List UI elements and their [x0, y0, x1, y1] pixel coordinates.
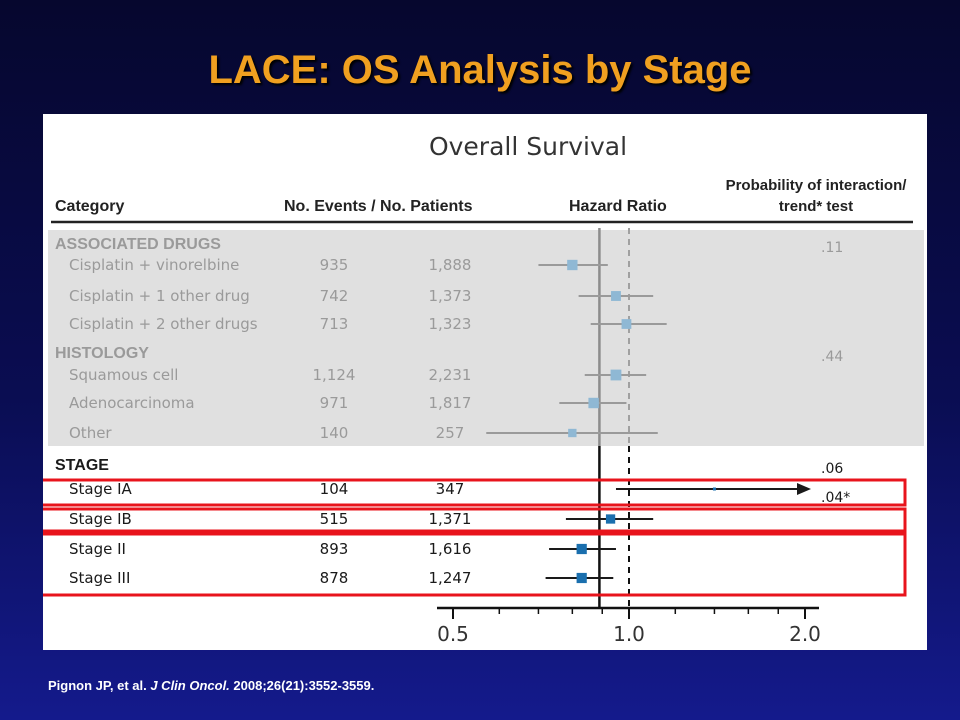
x-tick-label: 2.0 [789, 622, 821, 646]
citation: Pignon JP, et al. J Clin Oncol. 2008;26(… [48, 678, 374, 693]
hr-marker [576, 543, 587, 555]
column-header-interaction-line1: Probability of interaction/ [726, 177, 908, 194]
hr-marker [576, 572, 587, 584]
citation-details: 2008;26(21):3552-3559. [229, 678, 375, 693]
events-value: 140 [320, 424, 349, 442]
patients-value: 1,616 [429, 540, 472, 558]
x-axis: 0.5 1.0 2.0 [437, 606, 821, 646]
patients-value: 2,231 [429, 366, 472, 384]
patients-value: 1,888 [429, 256, 472, 274]
highlight-stage-ia [43, 478, 907, 507]
p-value: .11 [821, 240, 843, 256]
row-label: Cisplatin + vinorelbine [69, 256, 239, 274]
chart-title: Overall Survival [429, 132, 627, 161]
hr-marker [568, 428, 577, 438]
hr-marker [567, 259, 578, 271]
patients-value: 257 [436, 424, 465, 442]
column-header-hazard-ratio: Hazard Ratio [569, 198, 667, 215]
patients-value: 347 [436, 480, 465, 498]
hr-marker [611, 291, 621, 301]
column-header-category: Category [55, 198, 124, 215]
p-value: .06 [821, 461, 843, 477]
row-label: Stage IA [69, 480, 133, 498]
highlight-stage-ii-iii [43, 532, 907, 597]
row-label: Cisplatin + 1 other drug [69, 287, 250, 305]
events-value: 515 [320, 510, 349, 528]
column-header-interaction-line2: trend* test [779, 198, 853, 215]
forest-plot-panel: Overall Survival Category No. Events / N… [43, 114, 927, 650]
column-header-events-patients: No. Events / No. Patients [284, 198, 473, 215]
p-value: .44 [821, 349, 843, 365]
patients-value: 1,817 [429, 394, 472, 412]
forest-plot: Overall Survival Category No. Events / N… [43, 132, 924, 646]
x-tick-label: 0.5 [437, 622, 469, 646]
grey-overlay [48, 230, 924, 446]
hr-marker [621, 319, 632, 329]
hr-marker [605, 514, 616, 524]
rows-layer: ASSOCIATED DRUGS .11 Cisplatin + vinorelbi… [55, 228, 850, 608]
highlight-boxes [43, 478, 907, 597]
highlight-stage-ib [43, 507, 907, 533]
group-label: ASSOCIATED DRUGS [55, 236, 221, 253]
slide-title: LACE: OS Analysis by Stage [208, 48, 752, 92]
events-value: 935 [320, 256, 349, 274]
ci-arrow-head [797, 483, 811, 495]
trend-p-value: .04* [821, 490, 850, 506]
row-label: Stage III [69, 569, 130, 587]
patients-value: 1,247 [429, 569, 472, 587]
hr-marker [712, 487, 716, 491]
hr-marker [588, 397, 599, 409]
events-value: 971 [320, 394, 349, 412]
row-label: Adenocarcinoma [69, 394, 195, 412]
patients-value: 1,373 [429, 287, 472, 305]
x-tick-label: 1.0 [613, 622, 645, 646]
events-value: 1,124 [313, 366, 356, 384]
citation-journal: J Clin Oncol. [150, 678, 230, 693]
row-label: Cisplatin + 2 other drugs [69, 315, 258, 333]
row-label: Squamous cell [69, 366, 178, 384]
row-label: Other [69, 424, 112, 442]
events-value: 713 [320, 315, 349, 333]
citation-authors: Pignon JP, et al. [48, 678, 151, 693]
row-label: Stage II [69, 540, 126, 558]
events-value: 104 [320, 480, 349, 498]
patients-value: 1,371 [429, 510, 472, 528]
events-value: 878 [320, 569, 349, 587]
row-label: Stage IB [69, 510, 132, 528]
patients-value: 1,323 [429, 315, 472, 333]
group-label: HISTOLOGY [55, 345, 149, 362]
group-label: STAGE [55, 457, 109, 474]
events-value: 742 [320, 287, 349, 305]
events-value: 893 [320, 540, 349, 558]
hr-marker [610, 369, 622, 381]
